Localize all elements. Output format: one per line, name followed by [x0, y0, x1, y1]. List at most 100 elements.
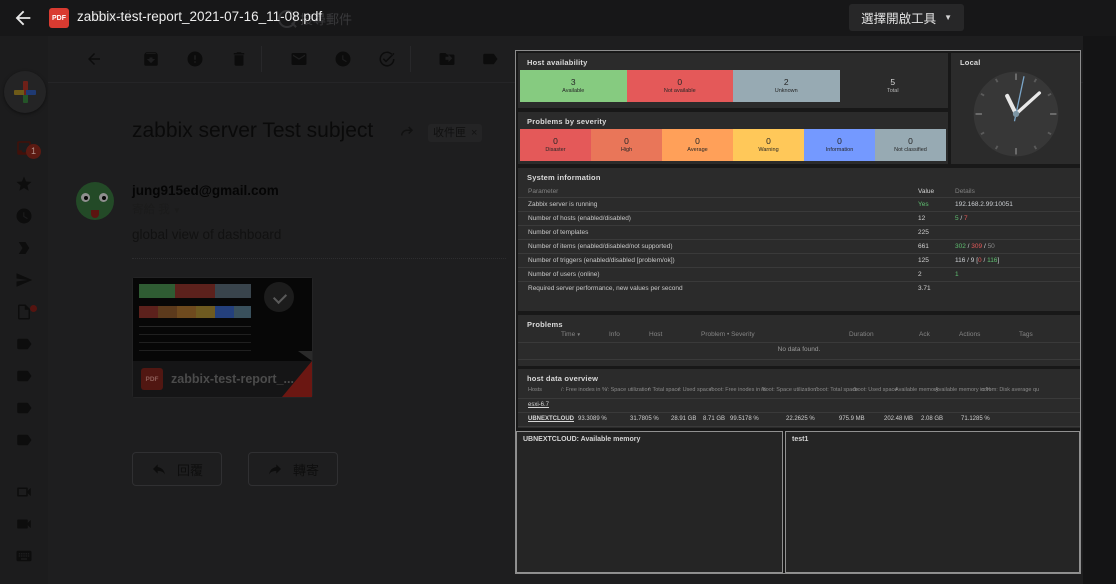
keyboard-icon[interactable]: [15, 547, 33, 565]
compose-button[interactable]: [4, 71, 46, 113]
col-value: Value: [918, 187, 935, 195]
details-segment: 50: [987, 243, 995, 250]
severity-value: 0: [908, 136, 913, 146]
local-clock-widget: Local: [951, 53, 1080, 164]
forward-icon: [269, 464, 281, 475]
host-data-value: 99.5178 %: [730, 416, 759, 422]
severity-label: Average: [687, 147, 708, 153]
problems-col-header: Actions: [959, 331, 981, 338]
problems-col-header: Time ▼: [561, 331, 581, 338]
host-data-col-header: /boot: Total space: [815, 387, 859, 393]
attachment-card[interactable]: PDF zabbix-test-report_...: [132, 277, 313, 398]
system-info-row: Number of triggers (enabled/disabled [pr…: [518, 253, 1080, 267]
problems-widget: Problems Time ▼ Info Host Problem • Severit…: [518, 315, 1080, 366]
sort-desc-icon: ▼: [575, 332, 581, 337]
details-caret-icon[interactable]: ▼: [172, 206, 181, 215]
system-info-row: Number of items (enabled/disabled/not su…: [518, 239, 1080, 253]
details-segment: 0: [978, 257, 982, 264]
reply-icon: [153, 464, 165, 475]
pdf-preview-page: Host availability 3 Available 0 Not availab…: [515, 50, 1081, 574]
archive-icon[interactable]: [142, 50, 160, 68]
sidebar-snoozed-icon[interactable]: [15, 207, 33, 225]
forward-button[interactable]: 轉寄: [248, 452, 339, 486]
sidebar-starred-icon[interactable]: [15, 175, 33, 193]
close-preview-button[interactable]: [12, 7, 34, 29]
sender-email: jung915ed@gmail.com: [132, 183, 279, 198]
host-data-value: 8.71 GB: [703, 416, 726, 422]
sidebar-important-icon[interactable]: [15, 239, 33, 257]
severity-value: 0: [553, 136, 558, 146]
remove-label-icon[interactable]: ×: [471, 127, 478, 139]
availability-cell: 2 Unknown: [733, 70, 840, 102]
availability-value: 0: [677, 77, 683, 87]
availability-value: 3: [570, 77, 576, 87]
snooze-icon[interactable]: [334, 50, 352, 68]
widget-title: Local: [960, 58, 981, 67]
details-segment: 192.168.2.99:10051: [955, 201, 1013, 208]
inbox-label-text: 收件匣: [433, 127, 466, 139]
host-data-value: 975.9 MB: [839, 416, 865, 422]
delete-icon[interactable]: [230, 50, 248, 68]
add-to-tasks-icon[interactable]: [378, 50, 396, 68]
host-data-col-header: /boot: Used space: [853, 387, 898, 393]
compose-plus-icon: [14, 81, 36, 103]
reply-label: 回覆: [177, 462, 204, 478]
sidebar-drafts-icon[interactable]: [15, 303, 33, 321]
host-data-col-header: Hosts: [528, 387, 543, 393]
problems-by-severity-widget: Problems by severity 0 Disaster 0 High 0 Aver…: [518, 112, 948, 164]
problems-col-header: Tags: [1019, 331, 1033, 338]
col-details: Details: [955, 187, 975, 195]
problems-col-header: Host: [649, 331, 663, 338]
sender-avatar[interactable]: [76, 182, 114, 220]
sidebar-label-icon[interactable]: [15, 431, 33, 449]
graph-title: UBNEXTCLOUD: Available memory: [523, 436, 641, 443]
system-info-row: Required server performance, new values …: [518, 281, 1080, 295]
mark-unread-icon[interactable]: [290, 50, 308, 68]
value-cell: Yes: [918, 201, 929, 208]
severity-label: Warning: [758, 147, 779, 153]
move-to-icon[interactable]: [438, 50, 456, 68]
host-data-col-header: /: Used space: [678, 387, 712, 393]
host-availability-widget: Host availability 3 Available 0 Not availab…: [518, 53, 948, 108]
meet-new-meeting-icon[interactable]: [15, 483, 33, 501]
reply-button[interactable]: 回覆: [132, 452, 223, 486]
open-with-button[interactable]: 選擇開啟工具 ▼: [849, 4, 964, 31]
inbox-label-chip[interactable]: 收件匣 ×: [428, 124, 483, 142]
host-data-col-header: Available memory: [895, 387, 939, 393]
pdf-type-icon: PDF: [49, 8, 69, 28]
details-segment: 302: [955, 243, 966, 250]
host-data-value: 93.3089 %: [578, 416, 607, 422]
graph-widget-test1: test1: [785, 431, 1080, 573]
open-with-label: 選擇開啟工具: [861, 12, 937, 26]
search-icon: [278, 10, 296, 28]
severity-cell: 0 Not classified: [875, 129, 946, 161]
details-segment: /: [958, 215, 965, 222]
parameter-cell: Number of users (online): [528, 271, 600, 278]
labels-icon[interactable]: [481, 50, 499, 68]
col-parameter: Parameter: [528, 187, 559, 195]
severity-cell: 0 Disaster: [520, 129, 591, 161]
details-segment: /: [982, 243, 988, 250]
back-to-list-icon[interactable]: [85, 50, 103, 68]
sidebar-label-icon[interactable]: [15, 367, 33, 385]
sidebar-sent-icon[interactable]: [15, 271, 33, 289]
sidebar-label-icon[interactable]: [15, 335, 33, 353]
host-data-value: 2.08 GB: [921, 416, 944, 422]
severity-cell: 0 Average: [662, 129, 733, 161]
details-segment: /: [965, 243, 972, 250]
no-data-row: No data found.: [777, 346, 821, 353]
shortcut-icon[interactable]: [398, 125, 416, 143]
meet-join-meeting-icon[interactable]: [15, 515, 33, 533]
parameter-cell: Number of hosts (enabled/disabled): [528, 215, 631, 222]
body-separator: [132, 258, 506, 259]
details-segment: 116 / 9 [: [955, 257, 979, 264]
severity-value: 0: [766, 136, 771, 146]
details-segment: ]: [997, 257, 1000, 264]
details-cell: 5 / 7: [955, 215, 1080, 222]
recipient-line[interactable]: 寄給 我 ▼: [132, 201, 181, 217]
inbox-unread-badge: 1: [26, 144, 41, 159]
sidebar-label-icon[interactable]: [15, 399, 33, 417]
details-segment: /: [981, 257, 988, 264]
report-spam-icon[interactable]: [186, 50, 204, 68]
